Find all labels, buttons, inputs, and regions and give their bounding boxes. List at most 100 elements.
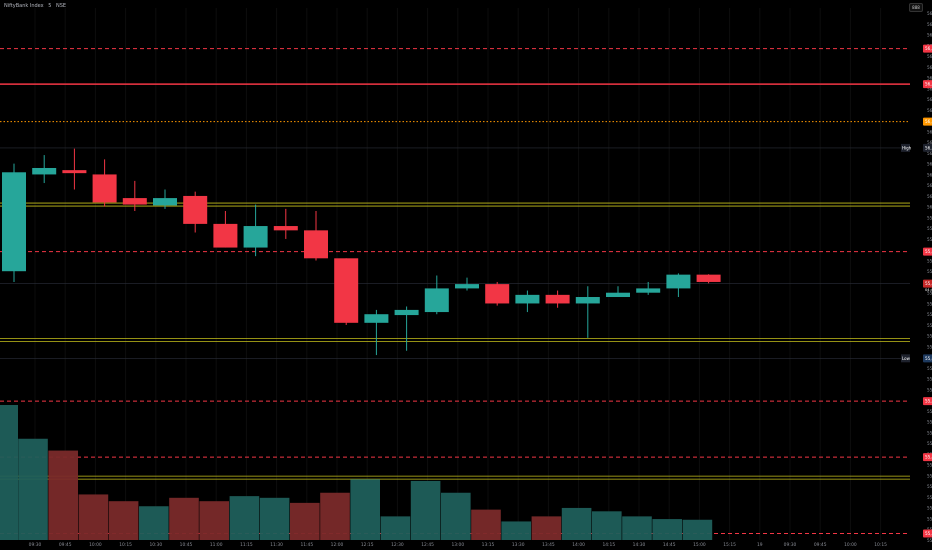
volume-bar — [652, 519, 682, 540]
candle-body[interactable] — [92, 174, 117, 203]
price-label-text: 55,547.90 — [925, 399, 932, 404]
candle-body[interactable] — [666, 274, 691, 289]
volume-bar — [139, 506, 169, 540]
price-tick-label: 55,575.00 — [927, 387, 932, 392]
volume-bar — [531, 516, 562, 540]
volume-bar — [622, 516, 652, 540]
price-tick-label: 56,300.00 — [927, 76, 932, 81]
level-lines — [0, 48, 910, 535]
candle-body[interactable] — [243, 226, 268, 248]
time-tick-label: 14:30 — [633, 542, 646, 548]
price-tick-label: 55,950.00 — [927, 226, 932, 231]
candle-body[interactable] — [62, 170, 87, 174]
candle-body[interactable] — [213, 223, 238, 248]
candle-body[interactable] — [183, 195, 208, 224]
price-tag-badge — [901, 143, 910, 152]
price-tick-label: 56,125.00 — [927, 151, 932, 156]
candle-body[interactable] — [364, 314, 389, 323]
candle-body[interactable] — [32, 167, 57, 175]
time-tick-label: 11:00 — [210, 542, 223, 548]
price-tick-label: 56,250.00 — [927, 97, 932, 102]
price-label-text: 56,367.50 — [925, 46, 932, 51]
volume-bar — [290, 502, 320, 540]
candle-body[interactable] — [696, 274, 721, 282]
price-label-badge — [923, 529, 932, 538]
time-tick-label: 15:00 — [693, 542, 706, 548]
price-tick-label: 55,975.00 — [927, 215, 932, 220]
candle-body[interactable] — [575, 297, 600, 304]
price-label-text: 55,417.80 — [925, 455, 932, 460]
volume-bar — [78, 494, 109, 540]
price-tick-label: 55,875.00 — [927, 258, 932, 263]
price-tag-label: Low — [902, 356, 911, 361]
candle-body[interactable] — [424, 288, 449, 313]
time-tick-label: 10:00 — [844, 542, 857, 548]
price-tick-label: 55,400.00 — [927, 463, 932, 468]
candle-body[interactable] — [153, 198, 177, 206]
price-tick-label: 55,600.00 — [927, 377, 932, 382]
price-tick-label: 55,450.00 — [927, 441, 932, 446]
candle-body[interactable] — [334, 258, 359, 323]
candle-body[interactable] — [304, 230, 328, 259]
price-tick-label: 56,400.00 — [927, 33, 932, 38]
price-tick-label: 55,350.00 — [927, 484, 932, 489]
price-label-badge — [923, 143, 932, 152]
time-tick-label: 10:15 — [119, 542, 132, 548]
time-tick-label: 09:45 — [59, 542, 72, 548]
price-tick-label: 56,050.00 — [927, 183, 932, 188]
price-tick-label: 55,375.00 — [927, 473, 932, 478]
time-tick-label: 11:45 — [300, 542, 313, 548]
candle-body[interactable] — [2, 172, 26, 272]
price-tick-label: 55,925.00 — [927, 237, 932, 242]
candle-body[interactable] — [485, 284, 510, 304]
price-tick-label: 55,850.00 — [927, 269, 932, 274]
time-tick-label: 10:30 — [149, 542, 162, 548]
time-tick-label: 13:45 — [542, 542, 555, 548]
candle-body[interactable] — [636, 288, 661, 293]
time-tick-label: 14:00 — [572, 542, 585, 548]
time-tick-label: 09:45 — [814, 542, 827, 548]
price-tick-label: 56,225.00 — [927, 108, 932, 113]
volume-bar — [229, 496, 260, 540]
price-tick-label: 55,625.00 — [927, 366, 932, 371]
price-tick-label: 55,800.00 — [927, 291, 932, 296]
candle-body[interactable] — [515, 294, 540, 304]
volume-bar — [561, 507, 592, 540]
price-label-badge — [923, 80, 932, 89]
chart-menu-button[interactable]: 888 — [909, 3, 923, 12]
price-tick-label: 55,750.00 — [927, 312, 932, 317]
candle-body[interactable] — [545, 294, 570, 304]
price-tick-label: 55,500.00 — [927, 420, 932, 425]
price-label-badge — [923, 279, 932, 288]
price-label-text: 56,197.80 — [925, 119, 932, 124]
price-label-text: 55,647.45 — [925, 356, 932, 361]
time-tick-label: 09:30 — [29, 542, 42, 548]
time-tick-label: 12:15 — [361, 542, 374, 548]
interval-label[interactable]: 5 — [48, 3, 52, 9]
price-tick-label: 55,275.00 — [927, 516, 932, 521]
price-label-text: 56,136.70 — [925, 145, 932, 150]
price-label-text: 55,240.00 — [925, 531, 932, 536]
price-tick-label: 56,275.00 — [927, 86, 932, 91]
candle-body[interactable] — [122, 198, 147, 205]
price-tick-label: 55,325.00 — [927, 495, 932, 500]
volume-bar — [501, 521, 531, 540]
price-tick-label: 56,425.00 — [927, 22, 932, 27]
time-tick-label: 12:30 — [391, 542, 404, 548]
candle-body[interactable] — [606, 292, 630, 298]
volume-bar — [199, 501, 229, 540]
time-tick-label: 12:45 — [421, 542, 434, 548]
time-tick-label: 13:00 — [451, 542, 464, 548]
candles — [2, 148, 721, 356]
candle-body[interactable] — [394, 309, 419, 316]
volume-bar — [682, 519, 713, 540]
time-axis: 09:30 09:45 10:00 10:15 10:30 10:45 11:00 11:15… — [29, 542, 887, 548]
price-tag-badge — [901, 354, 910, 363]
candle-body[interactable] — [455, 284, 479, 289]
price-tick-label: 56,175.00 — [927, 129, 932, 134]
price-tick-label: 56,325.00 — [927, 65, 932, 70]
symbol-name[interactable]: NiftyBank Index — [4, 3, 44, 9]
price-label-badge — [923, 453, 932, 462]
candle-body[interactable] — [273, 226, 298, 231]
